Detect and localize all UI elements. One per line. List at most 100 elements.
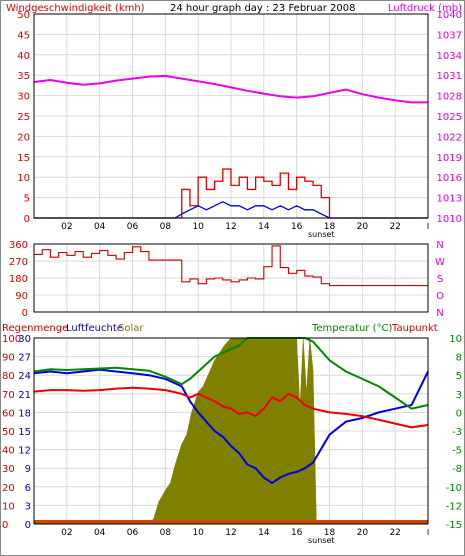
right-tick-label: 1022 — [437, 132, 462, 143]
humidity-temperature-panel: 0102030405060708090100036912151821242730… — [2, 334, 462, 545]
direction-tick-label: 0 — [22, 308, 28, 319]
humidity-tick-label: 0 — [2, 520, 8, 531]
humidity-tick-label: 90 — [2, 353, 15, 364]
direction-tick-label: 90 — [15, 291, 28, 302]
direction-tick-label: 360 — [9, 240, 28, 251]
dewpoint-tick-label: 27 — [18, 353, 31, 364]
x-tick-label: 10 — [192, 528, 204, 538]
compass-label: N — [436, 308, 443, 319]
right-tick-label: 1034 — [437, 51, 462, 62]
wind-speed-label: Windgeschwindigkeit (kmh) — [6, 3, 145, 14]
x-tick-label: 06 — [127, 222, 139, 232]
compass-label: W — [435, 257, 445, 268]
x-tick-label: 04 — [94, 222, 106, 232]
left-tick-label: 15 — [17, 153, 30, 164]
humidity-tick-label: 80 — [2, 371, 15, 382]
temperature-tick-label: -15 — [446, 520, 462, 531]
x-tick-label: 22 — [389, 222, 400, 232]
dewpoint-tick-label: 30 — [18, 334, 31, 345]
x-tick-label: 08 — [160, 528, 172, 538]
right-tick-label: 1016 — [437, 173, 462, 184]
x-tick-label: 02 — [61, 528, 72, 538]
temperature-tick-label: -10 — [446, 483, 462, 494]
dewpoint-tick-label: 24 — [18, 371, 31, 382]
x-tick-label: 16 — [291, 222, 303, 232]
temperature-tick-label: 0 — [456, 408, 462, 419]
humidity-tick-label: 20 — [2, 483, 15, 494]
left-tick-label: 10 — [17, 173, 30, 184]
humidity-tick-label: 10 — [2, 501, 15, 512]
series-solar — [34, 337, 428, 525]
solar-label: Solar — [118, 323, 144, 334]
dewpoint-label: Taupunkt — [391, 323, 438, 334]
compass-label: N — [436, 240, 443, 251]
compass-label: S — [437, 274, 443, 285]
humidity-tick-label: 100 — [2, 334, 21, 345]
rain-label: Regenmenge — [2, 323, 68, 334]
left-tick-label: 50 — [17, 10, 30, 21]
compass-label: O — [436, 291, 444, 302]
temperature-tick-label: 10 — [449, 334, 462, 345]
right-tick-label: 1031 — [437, 71, 462, 82]
humidity-tick-label: 50 — [2, 427, 15, 438]
humidity-label: Luftfeuchte — [66, 323, 123, 334]
temperature-tick-label: 3 — [456, 390, 462, 401]
x-tick-label: 12 — [225, 222, 236, 232]
left-tick-label: 25 — [17, 112, 30, 123]
series-pressure — [33, 74, 428, 104]
humidity-tick-label: 40 — [2, 446, 15, 457]
temperature-tick-label: 8 — [456, 353, 462, 364]
series-temperature — [33, 337, 429, 410]
wind-pressure-panel: 0510152025303540455010101013101610191022… — [17, 10, 462, 239]
chart-title: 24 hour graph day : 23 Februar 2008 — [170, 3, 355, 14]
dewpoint-tick-label: 6 — [25, 483, 31, 494]
dewpoint-tick-label: 21 — [18, 390, 31, 401]
left-tick-label: 45 — [17, 30, 30, 41]
dewpoint-tick-label: 18 — [18, 408, 31, 419]
humidity-tick-label: 70 — [2, 390, 15, 401]
x-tick-label: 14 — [258, 528, 270, 538]
x-tick-label: 08 — [160, 222, 172, 232]
plot-frame — [33, 13, 429, 219]
direction-tick-label: 270 — [9, 257, 28, 268]
series-dewpoint — [33, 386, 429, 429]
right-tick-label: 1040 — [437, 10, 462, 21]
x-tick-label: 04 — [94, 528, 106, 538]
left-tick-label: 35 — [17, 71, 30, 82]
left-tick-label: 40 — [17, 51, 30, 62]
humidity-tick-label: 30 — [2, 464, 15, 475]
x-tick-label: 20 — [357, 528, 369, 538]
dewpoint-tick-label: 15 — [18, 427, 31, 438]
x-tick-label: 16 — [291, 528, 303, 538]
x-tick-label: 18 — [324, 528, 336, 538]
dewpoint-tick-label: 3 — [25, 501, 31, 512]
temperature-label: Temperatur (°C) — [311, 323, 392, 334]
right-tick-label: 1025 — [437, 112, 462, 123]
temperature-tick-label: -5 — [452, 446, 462, 457]
temperature-tick-label: -3 — [452, 427, 462, 438]
x-tick-end: I — [427, 528, 429, 537]
dewpoint-tick-label: 0 — [25, 520, 31, 531]
right-tick-label: 1037 — [437, 30, 462, 41]
series-rain — [34, 520, 428, 524]
dewpoint-tick-label: 12 — [18, 446, 31, 457]
right-tick-label: 1013 — [437, 194, 462, 205]
x-tick-label: 14 — [258, 222, 270, 232]
left-tick-label: 5 — [24, 194, 30, 205]
right-tick-label: 1028 — [437, 92, 462, 103]
pressure-label: Luftdruck (mb) — [388, 3, 462, 14]
right-tick-label: 1010 — [437, 214, 462, 225]
x-tick-label: 20 — [357, 222, 369, 232]
x-tick-label: 12 — [225, 528, 236, 538]
sunset-marker: sunset — [308, 230, 335, 239]
left-tick-label: 30 — [17, 92, 30, 103]
x-tick-label: 22 — [389, 528, 400, 538]
x-tick-end: I — [427, 222, 429, 231]
direction-tick-label: 180 — [9, 274, 28, 285]
dewpoint-tick-label: 9 — [25, 464, 31, 475]
left-tick-label: 20 — [17, 132, 30, 143]
x-tick-label: 10 — [192, 222, 204, 232]
left-tick-label: 0 — [24, 214, 30, 225]
